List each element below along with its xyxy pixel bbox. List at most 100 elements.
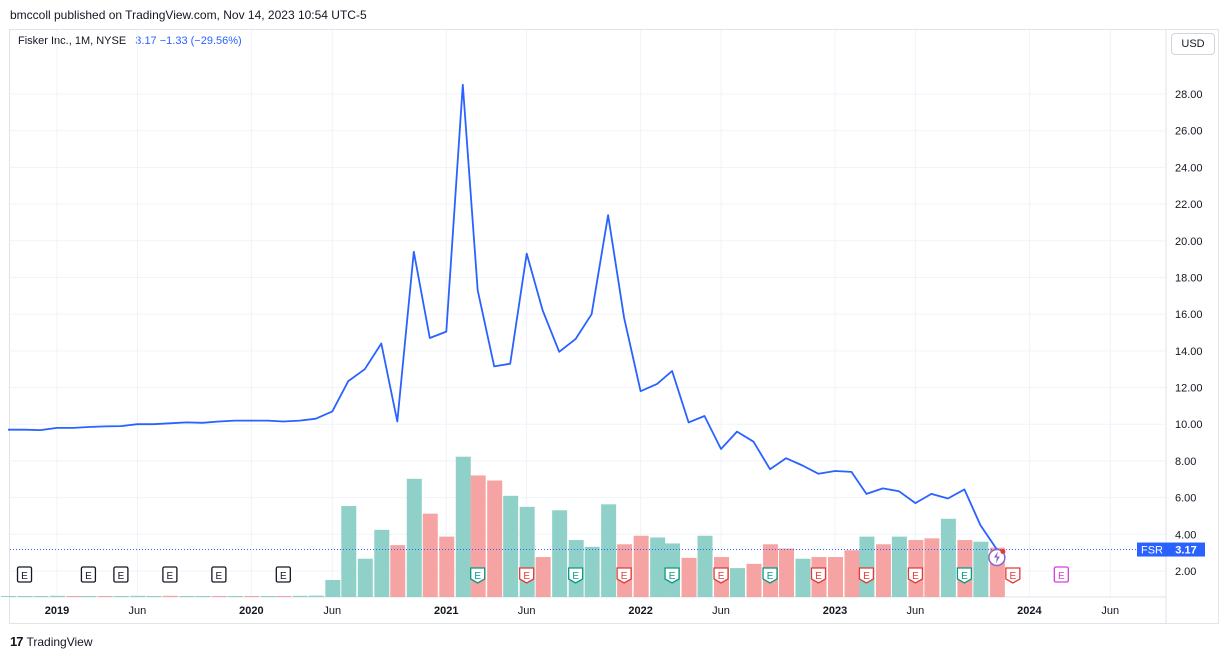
earnings-marker-label: E (1010, 571, 1017, 582)
y-tick-label: 14.00 (1175, 346, 1203, 358)
price-tag-ticker: FSR (1141, 545, 1163, 557)
volume-bar (406, 478, 422, 597)
x-tick-label: 2023 (823, 605, 847, 617)
volume-bar (325, 579, 341, 597)
volume-bar (341, 506, 357, 597)
y-tick-label: 22.00 (1175, 199, 1203, 211)
y-tick-label: 2.00 (1175, 566, 1196, 578)
volume-bar (308, 595, 324, 597)
volume-bar (439, 536, 455, 597)
earnings-marker-label: E (863, 571, 870, 582)
volume-bar (17, 595, 33, 597)
symbol-info: Fisker Inc., 1M, NYSE (18, 35, 127, 47)
earnings-marker-icon (470, 567, 486, 584)
earnings-marker-icon (211, 566, 227, 583)
earnings-marker-icon (907, 567, 924, 584)
y-tick-label: 18.00 (1175, 272, 1203, 284)
flash-bolt-icon (993, 551, 1000, 564)
volume-bar (730, 568, 746, 597)
price-change: 3.17 −1.33 (−29.56%) (135, 35, 242, 47)
earnings-marker-icon (762, 567, 778, 584)
volume-bar (455, 456, 471, 597)
price-tag: FSR 3.17 (1137, 542, 1205, 557)
volume-bar (470, 475, 486, 597)
volume-bar (162, 595, 178, 597)
tradingview-branding[interactable]: 17 TradingView (10, 634, 93, 649)
x-tick-label: 2022 (628, 605, 652, 617)
earnings-marker-label: E (216, 571, 223, 582)
volume-bar (940, 518, 956, 597)
earnings-marker-icon (1053, 566, 1069, 583)
currency-button[interactable]: USD (1171, 33, 1215, 55)
earnings-marker-label: E (621, 571, 628, 582)
price-tag-value-bg (1167, 542, 1205, 557)
volume-bar (746, 563, 762, 597)
volume-bar (146, 595, 162, 597)
volume-bar (875, 544, 891, 597)
earnings-marker-icon (616, 567, 632, 584)
volume-bar (535, 557, 551, 597)
volume-bar (633, 535, 649, 597)
earnings-marker-icon (858, 567, 875, 584)
y-tick-label: 24.00 (1175, 162, 1203, 174)
earnings-marker-label: E (815, 571, 822, 582)
volume-bar (779, 548, 795, 597)
x-tick-label: 2024 (1017, 605, 1042, 617)
y-tick-label: 10.00 (1175, 419, 1203, 431)
volume-bar (681, 557, 697, 597)
volume-bar (97, 595, 113, 597)
volume-bar (260, 595, 276, 597)
volume-bar (33, 595, 49, 597)
y-tick-label: 28.00 (1175, 89, 1203, 101)
symbol-legend[interactable]: Fisker Inc., 1M, NYSE 3.17 −1.33 (−29.56… (18, 35, 242, 47)
earnings-marker-label: E (21, 571, 28, 582)
volume-bar (973, 541, 989, 597)
price-tag-value: 3.17 (1175, 545, 1196, 557)
tradingview-brand-name: TradingView (26, 634, 93, 649)
earnings-marker-icon (713, 567, 729, 584)
volume-bar (891, 536, 907, 597)
y-tick-label: 26.00 (1175, 126, 1203, 138)
x-tick-label: Jun (712, 605, 730, 617)
volume-bar (552, 510, 568, 597)
volume-bar (1, 595, 17, 597)
volume-bar (179, 595, 195, 597)
volume-bar (697, 535, 713, 597)
earnings-marker-label: E (118, 571, 125, 582)
price-tag-ticker-bg (1137, 542, 1167, 557)
y-tick-label: 16.00 (1175, 309, 1203, 321)
earnings-marker-icon (162, 566, 178, 583)
y-tick-label: 6.00 (1175, 493, 1196, 505)
earnings-marker-label: E (669, 571, 676, 582)
earnings-marker-icon (275, 566, 291, 583)
earnings-marker-icon (113, 566, 129, 583)
earnings-marker-label: E (1058, 571, 1065, 582)
earnings-marker-icon (16, 566, 33, 583)
x-tick-label: Jun (323, 605, 341, 617)
volume-bar (584, 546, 600, 597)
volume-bar (227, 595, 243, 597)
volume-bar (601, 504, 617, 597)
volume-bar (519, 506, 535, 597)
earnings-marker-icon (810, 567, 827, 584)
x-tick-label: Jun (1101, 605, 1119, 617)
earnings-marker-icon (956, 567, 973, 584)
earnings-marker-label: E (85, 571, 92, 582)
earnings-marker-icon (568, 567, 584, 584)
volume-bar (195, 595, 211, 597)
volume-bar (844, 550, 860, 597)
x-tick-label: Jun (518, 605, 536, 617)
x-tick-label: 2021 (434, 605, 458, 617)
tradingview-logo-icon: 17 (10, 634, 24, 649)
earnings-marker-label: E (474, 571, 481, 582)
volume-bars (1, 456, 1005, 597)
x-tick-label: 2019 (45, 605, 69, 617)
x-tick-label: 2020 (239, 605, 263, 617)
volume-bar (292, 595, 308, 597)
volume-bar (276, 595, 292, 597)
published-by-text: bmccoll published on TradingView.com, No… (10, 8, 367, 22)
price-line (8, 83, 998, 551)
earnings-marker-label: E (167, 571, 174, 582)
